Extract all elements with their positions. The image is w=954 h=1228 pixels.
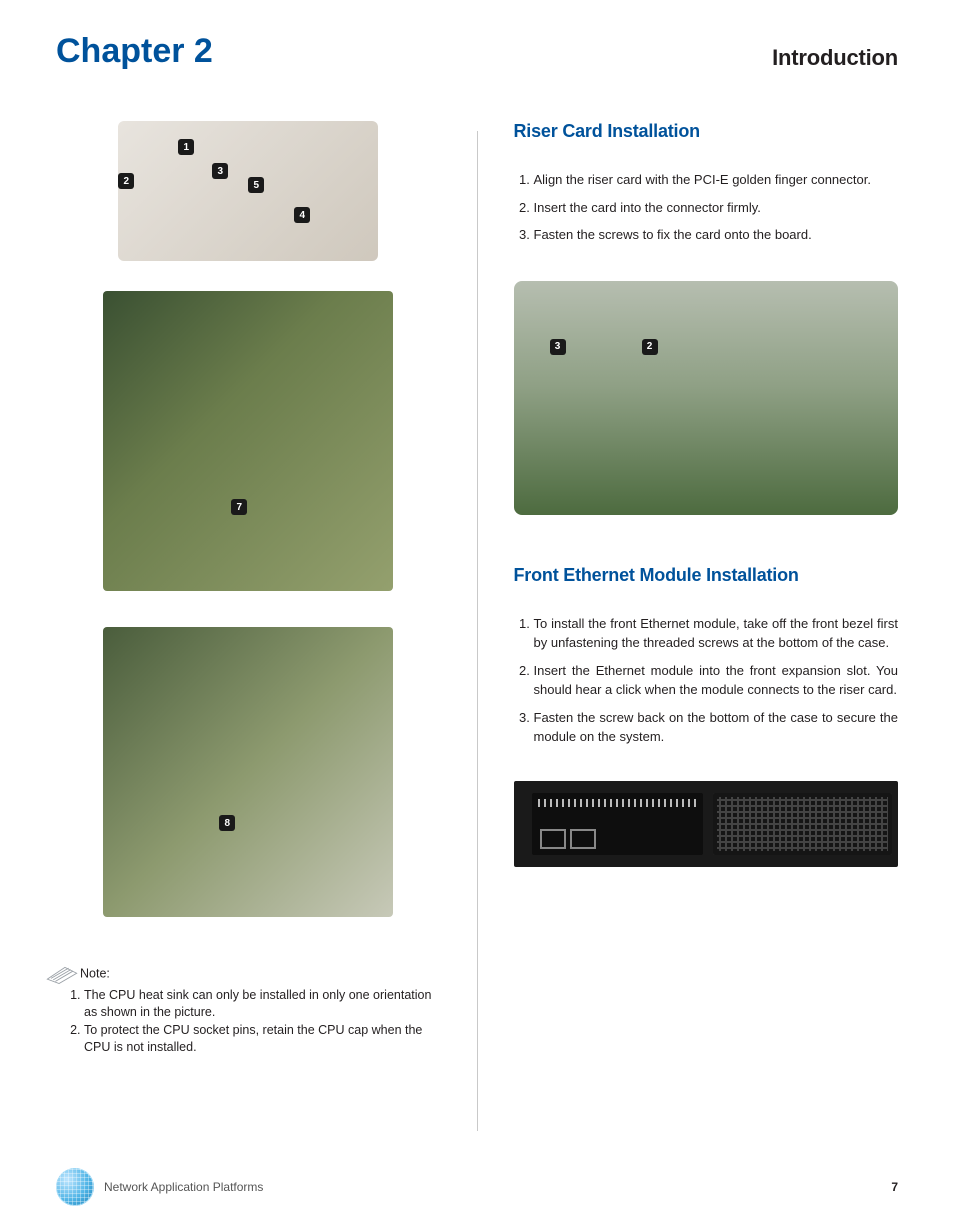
callout-8: 8 — [219, 815, 235, 831]
note-item: The CPU heat sink can only be installed … — [84, 987, 441, 1021]
figure-riser-card: 3 2 — [514, 281, 899, 515]
note-label: Note: — [80, 966, 110, 980]
riser-steps: Align the riser card with the PCI-E gold… — [514, 170, 899, 245]
note-icon — [44, 963, 80, 985]
ethernet-step: To install the front Ethernet module, ta… — [534, 614, 899, 653]
callout-riser-3: 3 — [550, 339, 566, 355]
callout-1: 1 — [178, 139, 194, 155]
note-block: Note: The CPU heat sink can only be inst… — [44, 963, 441, 1056]
riser-step: Align the riser card with the PCI-E gold… — [534, 170, 899, 190]
callout-5: 5 — [248, 177, 264, 193]
riser-step: Insert the card into the connector firml… — [534, 198, 899, 218]
left-column: 1 2 3 4 5 7 8 Note: — [56, 121, 441, 1131]
page-footer: Network Application Platforms 7 — [56, 1168, 898, 1206]
figure-cpu-socket: 1 2 3 4 5 — [118, 121, 378, 261]
ethernet-step: Insert the Ethernet module into the fron… — [534, 661, 899, 700]
footer-left: Network Application Platforms — [56, 1168, 263, 1206]
note-list: The CPU heat sink can only be installed … — [44, 987, 441, 1056]
column-divider — [477, 131, 478, 1131]
callout-riser-2: 2 — [642, 339, 658, 355]
figure-airduct: 8 — [103, 627, 393, 917]
figure-heatsink: 7 — [103, 291, 393, 591]
callout-2: 2 — [118, 173, 134, 189]
note-item: To protect the CPU socket pins, retain t… — [84, 1022, 441, 1056]
riser-step: Fasten the screws to fix the card onto t… — [534, 225, 899, 245]
callout-4: 4 — [294, 207, 310, 223]
subhead-riser: Riser Card Installation — [514, 121, 899, 142]
page-number: 7 — [891, 1180, 898, 1194]
globe-icon — [56, 1168, 94, 1206]
ethernet-ports-panel — [532, 793, 703, 855]
callout-3: 3 — [212, 163, 228, 179]
ethernet-steps: To install the front Ethernet module, ta… — [514, 614, 899, 747]
right-column: Riser Card Installation Align the riser … — [514, 121, 899, 1131]
content-columns: 1 2 3 4 5 7 8 Note: — [56, 121, 898, 1131]
subhead-ethernet: Front Ethernet Module Installation — [514, 565, 899, 586]
figure-ethernet-module — [514, 781, 899, 867]
ethernet-step: Fasten the screw back on the bottom of t… — [534, 708, 899, 747]
ethernet-vent-grill — [713, 793, 892, 855]
chapter-title: Chapter 2 — [56, 32, 213, 71]
page-header: Chapter 2 Introduction — [56, 32, 898, 71]
footer-text: Network Application Platforms — [104, 1180, 263, 1194]
callout-7: 7 — [231, 499, 247, 515]
section-title: Introduction — [772, 45, 898, 71]
